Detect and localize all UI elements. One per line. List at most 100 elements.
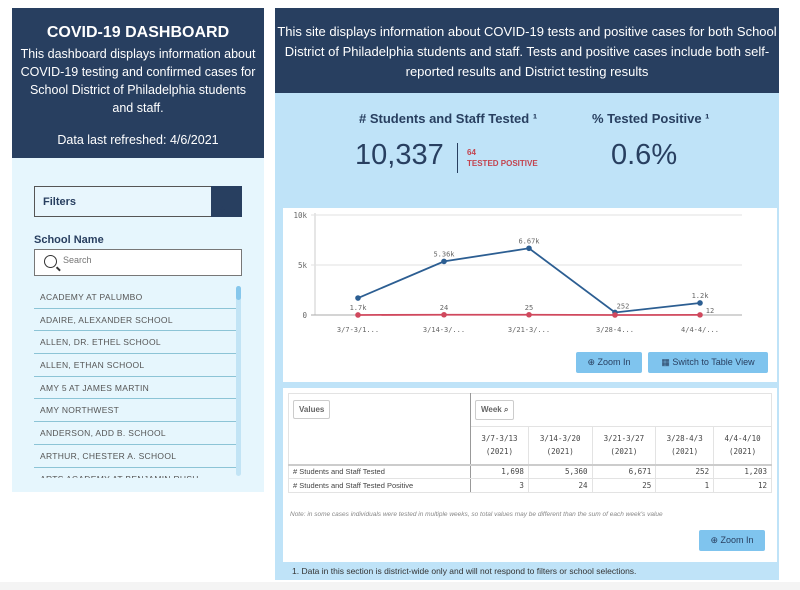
dashboard-description: This dashboard displays information abou… xyxy=(20,47,256,115)
table-zoom-button[interactable]: ⊕ Zoom In xyxy=(699,530,765,551)
values-tag[interactable]: Values xyxy=(293,400,331,419)
data-label: 6.67k xyxy=(518,237,540,245)
table-view-button[interactable]: ▦ Switch to Table View xyxy=(648,352,768,373)
page-bottom xyxy=(0,582,800,590)
table-cell: 1 xyxy=(655,478,715,493)
search-icon xyxy=(44,255,57,268)
data-point xyxy=(612,312,618,318)
data-label: 24 xyxy=(440,304,448,312)
data-label: 5.36k xyxy=(433,250,455,258)
list-item[interactable]: ALLEN, ETHAN SCHOOL xyxy=(34,354,236,377)
add-filter-button[interactable]: + xyxy=(211,186,242,217)
table-cell: 24 xyxy=(527,478,593,493)
y-tick-label: 5k xyxy=(298,261,308,270)
table-cell: 6,671 xyxy=(591,464,657,479)
week-header: 3/21-3/27 (2021) xyxy=(591,426,657,465)
week-header: 3/14-3/20 (2021) xyxy=(527,426,593,465)
filters-label: Filters xyxy=(43,196,77,208)
list-item[interactable]: ACADEMY AT PALUMBO xyxy=(34,286,236,309)
week-tag[interactable]: Week ⌕ xyxy=(475,400,515,420)
data-point xyxy=(441,311,447,318)
week-header: 3/28-4/3 (2021) xyxy=(655,426,715,465)
search-input[interactable] xyxy=(63,255,233,265)
table-cell: 12 xyxy=(713,478,772,493)
zoom-icon: ⊕ xyxy=(587,357,598,367)
tested-title: # Students and Staff Tested ¹ xyxy=(359,111,538,126)
chart-zoom-button[interactable]: ⊕ Zoom In xyxy=(576,352,642,373)
filters-bar[interactable]: Filters + xyxy=(34,186,242,217)
site-description: This site displays information about COV… xyxy=(275,8,779,93)
data-label: 12 xyxy=(706,307,714,315)
school-name-label: School Name xyxy=(34,234,104,246)
list-item[interactable]: ANDERSON, ADD B. SCHOOL xyxy=(34,422,236,445)
main-content: # Students and Staff Tested ¹ 10,337 64 T… xyxy=(275,93,779,580)
table-row: # Students and Staff Tested 1,698 5,360 6,6… xyxy=(288,464,772,479)
site-description-text: This site displays information about COV… xyxy=(277,24,777,79)
x-tick-label: 3/14-3/... xyxy=(423,326,465,334)
table-cell: 5,360 xyxy=(527,464,593,479)
x-tick-label: 3/28-4... xyxy=(596,326,634,334)
positive-number: 64 xyxy=(467,148,476,157)
positive-label: TESTED POSITIVE xyxy=(467,159,538,168)
x-tick-label: 3/7-3/1... xyxy=(337,326,379,334)
list-item[interactable]: ARTHUR, CHESTER A. SCHOOL xyxy=(34,445,236,468)
table-icon: ▦ xyxy=(661,357,673,367)
scrollbar-thumb[interactable] xyxy=(236,286,241,300)
left-header: COVID-19 DASHBOARD This dashboard displa… xyxy=(12,8,264,158)
pct-title: % Tested Positive ¹ xyxy=(592,111,710,126)
data-point xyxy=(697,312,703,318)
list-item[interactable]: AMY NORTHWEST xyxy=(34,399,236,423)
data-point xyxy=(526,245,532,252)
zoom-label: Zoom In xyxy=(720,535,754,545)
list-item[interactable]: AMY 5 AT JAMES MARTIN xyxy=(34,377,236,400)
row-label: # Students and Staff Tested Positive xyxy=(288,478,471,493)
data-table: Values Week ⌕ 3/7-3/13 (2021) 3/14-3/20 (20… xyxy=(288,393,772,493)
refresh-date: Data last refreshed: 4/6/2021 xyxy=(57,133,219,147)
list-item[interactable]: ADAIRE, ALEXANDER SCHOOL xyxy=(34,309,236,332)
pct-value: 0.6% xyxy=(611,139,678,171)
data-label: 1.7k xyxy=(350,304,368,312)
data-label: 25 xyxy=(525,304,533,312)
x-tick-label: 3/21-3/... xyxy=(508,326,550,334)
data-point xyxy=(697,300,703,306)
list-scrollbar[interactable] xyxy=(236,286,241,476)
school-list: ACADEMY AT PALUMBO ADAIRE, ALEXANDER SCH… xyxy=(34,286,236,478)
line-chart-panel: 0 5k 10k 3/7-3/1... 3/14-3/... 3/21-3/... 3/28… xyxy=(283,208,777,382)
table-note: Note: in some cases individuals were tes… xyxy=(290,511,663,518)
table-cell: 1,698 xyxy=(470,464,529,479)
zoom-icon: ⊕ xyxy=(710,535,721,545)
filter-panel: Filters + School Name ACADEMY AT PALUMBO… xyxy=(12,158,264,492)
week-header: 4/4-4/10 (2021) xyxy=(713,426,772,465)
y-tick-label: 10k xyxy=(293,211,307,220)
x-tick-label: 4/4-4/... xyxy=(681,326,719,334)
data-label: 252 xyxy=(617,302,630,310)
data-label: 1.2k xyxy=(692,292,710,300)
table-cell: 1,203 xyxy=(713,464,772,479)
data-point xyxy=(355,312,361,318)
week-header: 3/7-3/13 (2021) xyxy=(470,426,529,465)
tested-value: 10,337 xyxy=(355,139,444,171)
table-view-label: Switch to Table View xyxy=(672,357,755,367)
search-icon: ⌕ xyxy=(504,405,509,414)
list-item[interactable]: ALLEN, DR. ETHEL SCHOOL xyxy=(34,331,236,355)
school-search[interactable] xyxy=(34,249,242,276)
positive-count: 64 TESTED POSITIVE xyxy=(467,147,538,169)
data-point xyxy=(441,258,447,265)
data-point xyxy=(355,295,361,301)
data-table-panel: Values Week ⌕ 3/7-3/13 (2021) 3/14-3/20 (20… xyxy=(283,388,777,562)
kpi-divider xyxy=(457,143,458,173)
list-item[interactable]: ARTS ACADEMY AT BENJAMIN RUSH xyxy=(34,468,236,479)
line-chart: 0 5k 10k 3/7-3/1... 3/14-3/... 3/21-3/... 3/28… xyxy=(293,211,742,334)
table-cell: 252 xyxy=(655,464,715,479)
table-cell: 3 xyxy=(470,478,529,493)
y-tick-label: 0 xyxy=(302,311,307,320)
row-label: # Students and Staff Tested xyxy=(288,464,471,479)
plus-icon: + xyxy=(219,204,226,216)
week-label: Week xyxy=(481,405,502,414)
table-cell: 25 xyxy=(591,478,657,493)
data-point xyxy=(526,311,532,318)
footnote: 1. Data in this section is district-wide… xyxy=(292,566,637,576)
table-row: # Students and Staff Tested Positive 3 24 2… xyxy=(288,478,772,493)
zoom-label: Zoom In xyxy=(597,357,631,367)
dashboard-title: COVID-19 DASHBOARD xyxy=(46,24,230,41)
